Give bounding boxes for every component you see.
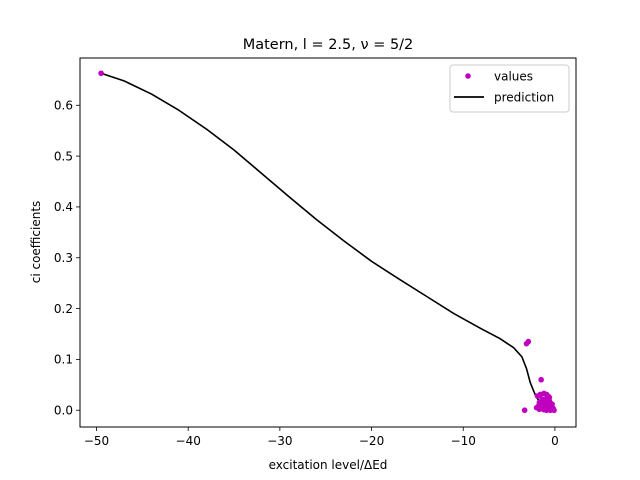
x-tick-label: −50 (84, 434, 109, 448)
x-tick-label: 0 (551, 434, 559, 448)
plot-frame (79, 57, 577, 428)
y-tick-label: 0.6 (54, 99, 73, 113)
value-point (543, 400, 550, 407)
legend-box (449, 64, 570, 113)
y-tick-label: 0.3 (54, 251, 73, 265)
value-point (534, 393, 541, 399)
x-tick-label: −30 (267, 434, 292, 448)
chart-title: Matern, l = 2.5, ν = 5/2 (243, 37, 414, 53)
x-axis-label: excitation level/ΔEd (269, 458, 388, 472)
value-point (550, 405, 556, 411)
x-tick-label: −10 (451, 434, 476, 448)
y-tick-label: 0.5 (54, 149, 73, 163)
x-tick-label: −40 (176, 434, 201, 448)
x-tick-label: −20 (359, 434, 384, 448)
legend-values-label: values (494, 70, 533, 84)
value-point (536, 406, 543, 413)
legend-prediction-label: prediction (494, 91, 554, 105)
y-tick-label: 0.2 (54, 302, 73, 316)
y-axis-label: ci coefficients (29, 201, 43, 284)
y-tick-label: 0.4 (54, 200, 73, 214)
value-point (98, 70, 104, 77)
y-tick-label: 0.1 (54, 353, 73, 367)
values-series (98, 70, 557, 414)
legend: values prediction (449, 64, 570, 113)
x-axis: −50 −40 −30 −20 −10 0 (84, 427, 559, 448)
value-point (545, 393, 552, 400)
value-point (538, 376, 544, 383)
plot-area (79, 57, 577, 428)
value-point (525, 338, 532, 345)
legend-values-marker (465, 73, 471, 79)
value-point (521, 407, 528, 414)
y-tick-label: 0.0 (54, 404, 73, 418)
y-axis: 0.0 0.1 0.2 0.3 0.4 0.5 0.6 (54, 99, 80, 418)
